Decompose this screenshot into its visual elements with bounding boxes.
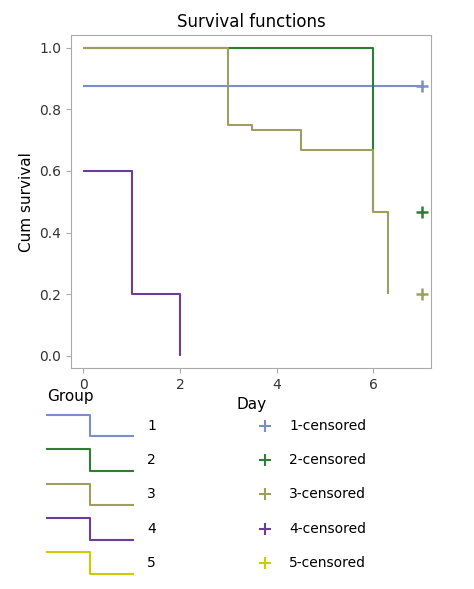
Text: 3-censored: 3-censored xyxy=(289,488,366,501)
Y-axis label: Cum survival: Cum survival xyxy=(19,152,34,252)
Text: 2-censored: 2-censored xyxy=(289,453,366,467)
Title: Survival functions: Survival functions xyxy=(177,13,326,31)
Text: 4-censored: 4-censored xyxy=(289,522,366,536)
Text: 1: 1 xyxy=(147,419,156,432)
X-axis label: Day: Day xyxy=(236,398,266,412)
Text: 4: 4 xyxy=(147,522,155,536)
Text: 5-censored: 5-censored xyxy=(289,556,366,570)
Text: 1-censored: 1-censored xyxy=(289,419,366,432)
Text: 3: 3 xyxy=(147,488,155,501)
Text: 2: 2 xyxy=(147,453,155,467)
Text: Group: Group xyxy=(47,389,94,404)
Text: 5: 5 xyxy=(147,556,155,570)
